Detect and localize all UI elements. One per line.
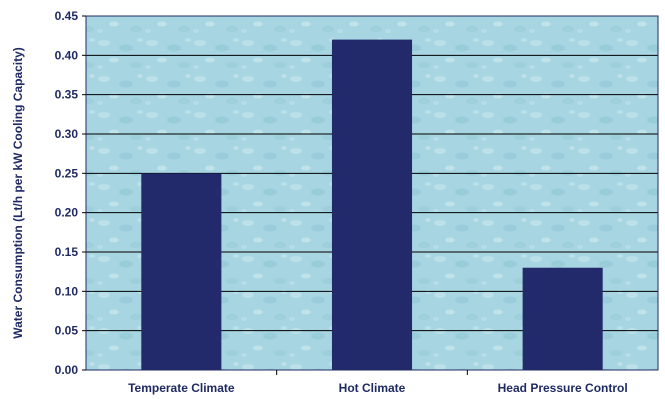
bar [331,39,413,370]
x-category-labels: Temperate Climate Hot Climate Head Pressur… [128,370,628,395]
plot-border [85,15,659,371]
y-tick-labels: 0.00 0.05 0.10 0.15 0.20 0.25 0.30 0.35 0.40 0.45 [55,9,86,377]
bar [141,173,222,370]
y-tick-label: 0.30 [55,127,79,141]
x-category-label: Temperate Climate [128,381,235,395]
y-tick-label: 0.40 [55,48,79,62]
y-tick-label: 0.20 [55,206,79,220]
y-tick-label: 0.15 [55,245,79,259]
y-tick-label: 0.00 [55,363,79,377]
y-tick-label: 0.35 [55,88,79,102]
x-category-label: Hot Climate [339,381,406,395]
x-category-label: Head Pressure Control [498,381,628,395]
y-tick-label: 0.10 [55,284,79,298]
bar [522,267,603,370]
y-axis-title: Water Consumption (Lt/h per kW Cooling C… [11,47,25,339]
y-tick-label: 0.25 [55,166,79,180]
bars [141,39,603,370]
y-tick-label: 0.05 [55,324,79,338]
y-tick-label: 0.45 [55,9,79,23]
